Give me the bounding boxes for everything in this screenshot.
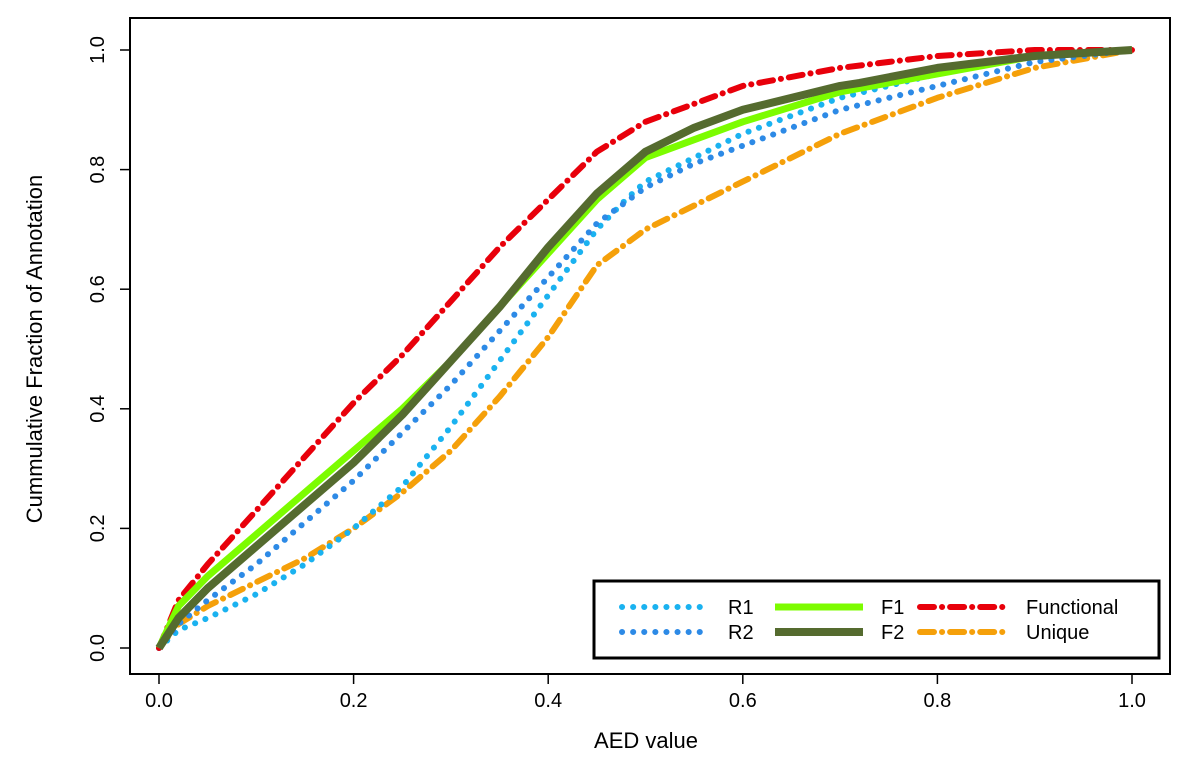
legend-label-r1: R1 <box>728 597 754 619</box>
x-tick-label: 0.8 <box>923 690 951 712</box>
series-line-functional <box>156 47 1135 651</box>
legend-box <box>592 579 1161 660</box>
y-axis: 0.0 0.2 0.4 0.6 0.8 1.0 <box>87 36 131 662</box>
y-axis-title: Cummulative Fraction of Annotation <box>22 175 47 524</box>
series-line-unique <box>156 47 1135 651</box>
series-line-r1 <box>156 47 1135 651</box>
y-tick-label: 0.8 <box>87 156 109 184</box>
legend-label-f2: F2 <box>881 622 904 644</box>
y-tick-label: 0.2 <box>87 514 109 542</box>
series-layer <box>155 46 1135 651</box>
y-tick-label: 0.0 <box>87 634 109 662</box>
y-tick-label: 0.4 <box>87 395 109 423</box>
legend-label-r2: R2 <box>728 622 754 644</box>
legend: R1 R2 F1 F2 Functional Unique <box>592 579 1161 660</box>
legend-label-functional: Functional <box>1026 597 1118 619</box>
x-tick-label: 0.2 <box>340 690 368 712</box>
x-tick-label: 1.0 <box>1118 690 1146 712</box>
x-axis: 0.0 0.2 0.4 0.6 0.8 1.0 <box>145 673 1146 712</box>
legend-items: R1 R2 F1 F2 Functional Unique <box>619 597 1118 644</box>
series-line-r2 <box>156 47 1135 651</box>
x-tick-label: 0.0 <box>145 690 173 712</box>
x-axis-title: AED value <box>594 728 698 753</box>
x-tick-label: 0.6 <box>729 690 757 712</box>
x-tick-label: 0.4 <box>534 690 562 712</box>
series-line-f2 <box>155 46 1133 651</box>
y-tick-label: 0.6 <box>87 275 109 303</box>
legend-label-unique: Unique <box>1026 622 1089 644</box>
legend-label-f1: F1 <box>881 597 904 619</box>
y-tick-label: 1.0 <box>87 36 109 64</box>
